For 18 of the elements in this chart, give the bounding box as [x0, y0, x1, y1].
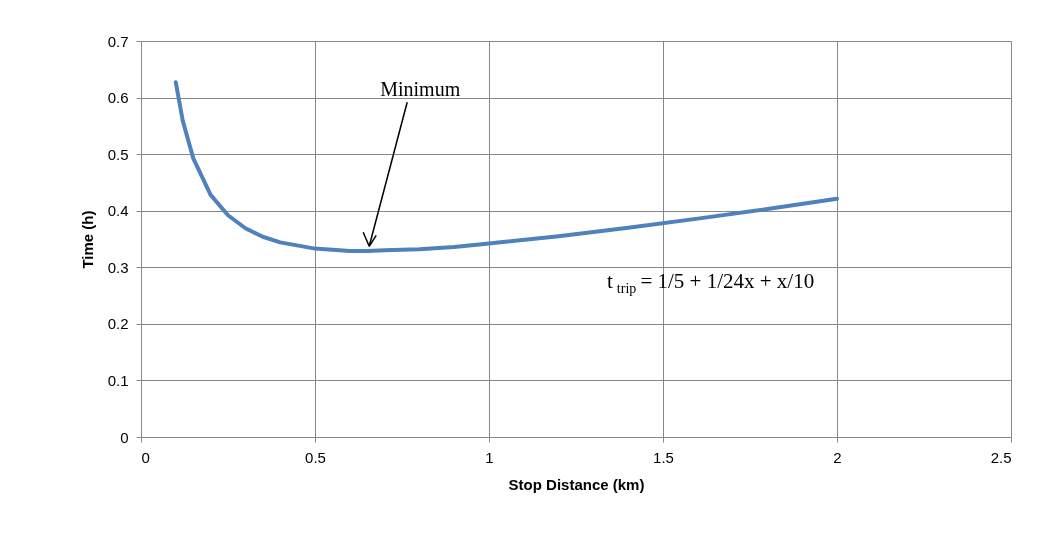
x-axis-title: Stop Distance (km) — [508, 475, 645, 493]
y-tick-label: 0.6 — [107, 89, 129, 107]
x-tick-label: 1 — [485, 448, 494, 466]
y-tick-label: 0.3 — [107, 258, 129, 276]
y-tick-label: 0.1 — [107, 371, 129, 389]
x-tick-label: 0.5 — [305, 448, 326, 466]
y-axis-title: Time (h) — [78, 210, 96, 269]
x-tick-label: 1.5 — [653, 448, 674, 466]
x-tick-label: 2.5 — [990, 448, 1012, 466]
line-series — [173, 80, 839, 253]
y-tick-label: 0.7 — [107, 32, 129, 50]
y-tick-label: 0.5 — [107, 145, 129, 163]
annotation: Minimum — [380, 78, 461, 101]
y-tick-label: 0 — [120, 428, 129, 446]
y-tick-label: 0.2 — [107, 315, 129, 333]
y-tick-label: 0.4 — [107, 202, 129, 220]
x-tick-label: 0 — [141, 448, 150, 466]
x-tick-label: 2 — [833, 448, 842, 466]
